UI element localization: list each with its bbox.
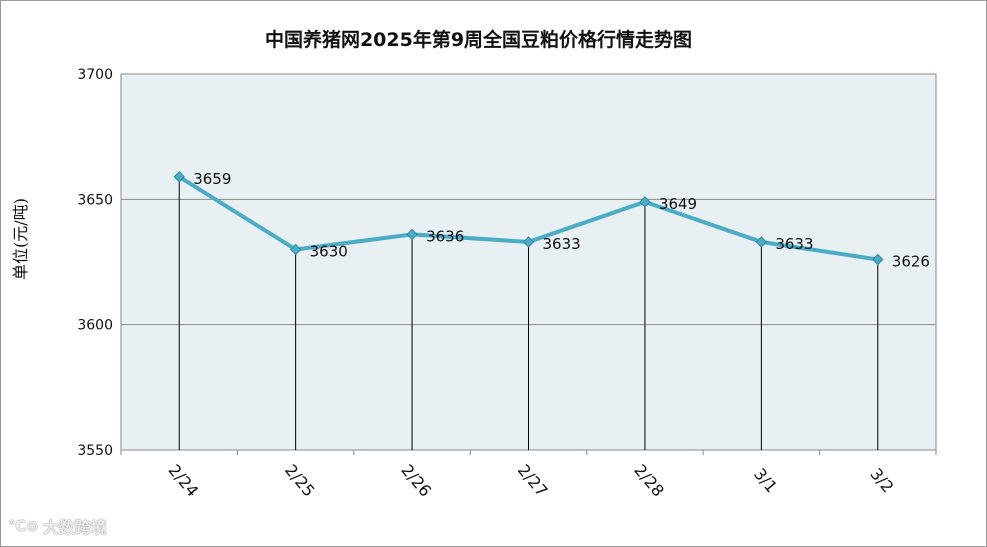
data-label: 3659 <box>193 170 231 188</box>
data-point-marker <box>755 236 768 248</box>
x-tick-label: 3/1 <box>750 464 781 496</box>
data-point-marker <box>173 171 185 183</box>
data-point-marker <box>872 253 884 266</box>
data-label: 3633 <box>775 235 813 253</box>
data-point-marker <box>289 243 302 256</box>
watermark-text: 大数跨境 <box>42 518 107 537</box>
data-label: 3636 <box>426 227 464 245</box>
watermark: ℃⊙ 大数跨境 <box>8 514 107 538</box>
x-tick-label: 2/26 <box>397 461 435 501</box>
y-tick-label: 3650 <box>77 192 113 208</box>
data-label: 3633 <box>543 235 581 253</box>
y-tick-label: 3600 <box>77 318 113 334</box>
y-tick-label: 3700 <box>77 67 113 83</box>
x-tick-label: 2/28 <box>630 461 668 501</box>
x-tick-label: 3/2 <box>866 464 897 496</box>
x-tick-label: 2/27 <box>514 461 552 501</box>
x-tick-label: 2/25 <box>281 461 319 501</box>
chart-title: 中国养猪网2025年第9周全国豆粕价格行情走势图 <box>264 29 693 51</box>
x-tick-label: 2/24 <box>165 461 203 501</box>
data-label: 3630 <box>310 242 348 260</box>
data-point-marker <box>639 196 651 208</box>
data-point-marker <box>522 236 535 248</box>
data-label: 3626 <box>892 252 930 270</box>
data-label: 3649 <box>659 195 697 213</box>
data-point-marker <box>406 228 418 241</box>
y-tick-label: 3550 <box>77 443 113 459</box>
watermark-logo: ℃⊙ <box>8 517 39 535</box>
